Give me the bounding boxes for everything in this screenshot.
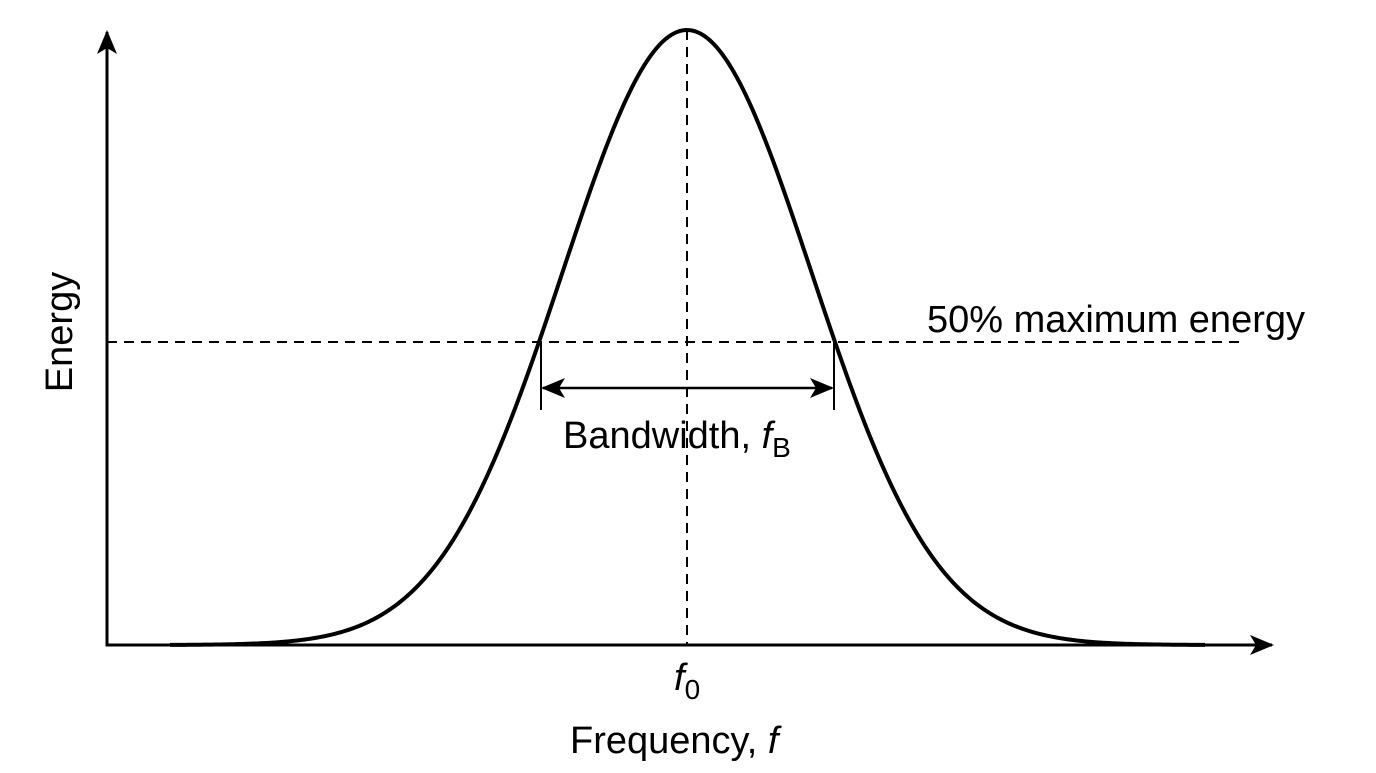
y-axis-label: Energy xyxy=(39,272,81,392)
bandwidth-subscript: B xyxy=(772,432,791,463)
center-subscript: 0 xyxy=(685,674,701,705)
bandwidth-symbol: f xyxy=(762,415,776,457)
bell-curve xyxy=(169,28,1206,647)
bandwidth-label: Bandwidth, fB xyxy=(563,415,791,463)
half-max-label: 50% maximum energy xyxy=(927,299,1305,341)
bandwidth-text: Bandwidth, xyxy=(563,415,762,457)
center-label: f0 xyxy=(674,657,700,705)
x-axis-text: Frequency, xyxy=(570,720,768,762)
center-symbol: f xyxy=(674,657,688,699)
x-axis-symbol: f xyxy=(768,720,782,762)
x-axis-label: Frequency, f xyxy=(570,720,782,762)
